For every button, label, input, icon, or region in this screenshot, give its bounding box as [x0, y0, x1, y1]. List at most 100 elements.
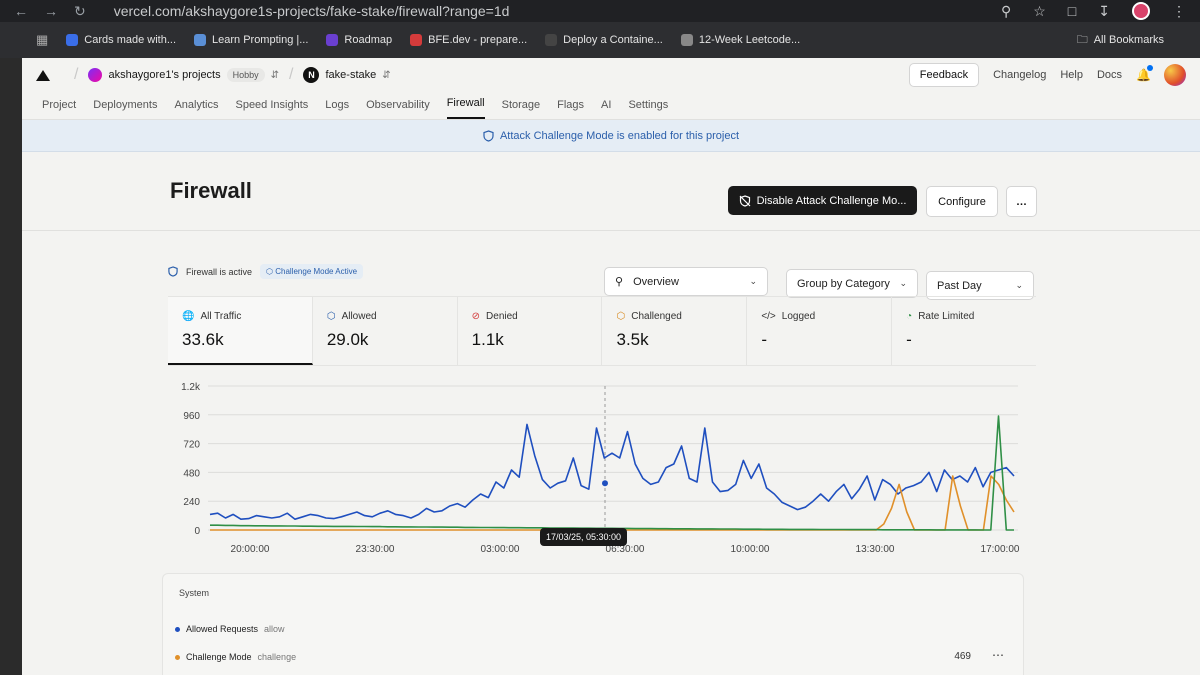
team-name[interactable]: akshaygore1's projects — [108, 69, 221, 81]
x-tick-label: 10:00:00 — [731, 544, 770, 555]
bookmark-icon — [194, 34, 206, 46]
tab-project[interactable]: Project — [42, 99, 77, 111]
shield-icon — [483, 129, 494, 142]
project-icon: N — [303, 67, 320, 83]
group-select[interactable]: Group by Category ⌄ — [786, 269, 918, 298]
series-line-1 — [210, 475, 1015, 531]
team-switcher-icon[interactable]: ⇵ — [270, 69, 280, 81]
bookmark-icon — [545, 34, 558, 46]
chevron-down-icon: ⌄ — [899, 278, 907, 288]
address-bar[interactable]: vercel.com/akshaygore1s-projects/fake-st… — [113, 3, 510, 19]
help-link[interactable]: Help — [1060, 69, 1083, 81]
y-tick-label: 960 — [183, 411, 200, 422]
x-tick-label: 13:30:00 — [856, 544, 895, 555]
tab-analytics[interactable]: Analytics — [174, 99, 219, 111]
vercel-app: / akshaygore1's projects Hobby ⇵ / N fak… — [22, 58, 1200, 675]
tab-ai[interactable]: AI — [601, 99, 612, 111]
x-tick-label: 23:30:00 — [356, 544, 395, 555]
bookmark-item[interactable]: Deploy a Containe... — [545, 34, 663, 46]
bookmark-item[interactable]: 12-Week Leetcode... — [680, 34, 800, 46]
metric-card-allowed[interactable]: ⬡ Allowed 29.0k — [313, 297, 458, 365]
chevron-down-icon: ⌄ — [749, 276, 757, 286]
metric-card-denied[interactable]: ⊘ Denied 1.1k — [458, 297, 603, 365]
traffic-chart[interactable]: 1.2k 960 720 480 240 0 20:00:00 23:30:00 03:00:0… — [168, 380, 1032, 576]
zoom-icon[interactable]: ⚲ — [1000, 2, 1012, 19]
feedback-button[interactable]: Feedback — [908, 63, 980, 87]
series-line-2 — [210, 415, 1014, 531]
tab-flags[interactable]: Flags — [557, 99, 585, 111]
metric-card-all-traffic[interactable]: 🌐 All Traffic 33.6k — [168, 297, 313, 365]
legend-item-allowed[interactable]: Allowed Requests allow — [175, 624, 285, 634]
project-name[interactable]: fake-stake — [325, 69, 377, 81]
docs-link[interactable]: Docs — [1096, 69, 1122, 81]
project-tabs: Project Deployments Analytics Speed Insi… — [22, 92, 1200, 120]
bookmark-item[interactable]: Learn Prompting |... — [194, 34, 308, 46]
profile-avatar[interactable] — [1132, 2, 1150, 20]
chart-tooltip: 17/03/25, 05:30:00 — [540, 528, 628, 546]
back-icon[interactable]: ← — [14, 3, 28, 19]
vercel-logo-icon[interactable] — [36, 69, 50, 81]
y-tick-label: 480 — [183, 468, 200, 479]
shield-off-icon — [739, 194, 751, 207]
gauge-icon: ◔ — [906, 311, 913, 322]
configure-button[interactable]: Configure — [926, 186, 998, 217]
user-avatar[interactable] — [1164, 64, 1186, 86]
bookmark-icon — [410, 34, 423, 46]
tab-settings[interactable]: Settings — [628, 99, 669, 111]
x-tick-label: 20:00:00 — [231, 544, 270, 555]
star-icon[interactable]: ☆ — [1033, 2, 1046, 19]
forward-icon[interactable]: → — [44, 3, 58, 19]
bookmark-item[interactable]: Roadmap — [326, 34, 392, 46]
view-select[interactable]: ⚲ Overview ⌄ — [604, 267, 768, 296]
shield-icon: ⬡ — [616, 311, 626, 322]
firewall-active-text: Firewall is active — [186, 266, 253, 277]
divider — [22, 230, 1200, 231]
challenge-count: 469 — [954, 651, 971, 662]
menu-icon[interactable]: ⋮ — [1172, 2, 1186, 19]
notifications-bell-icon[interactable]: 🔔 — [1136, 65, 1153, 82]
shield-off-icon: ⊘ — [471, 311, 481, 322]
y-tick-label: 720 — [183, 440, 200, 451]
metric-card-logged[interactable]: </> Logged - — [747, 297, 893, 365]
x-tick-label: 06:30:00 — [606, 544, 645, 555]
changelog-link[interactable]: Changelog — [993, 69, 1047, 81]
legend-dot — [175, 626, 180, 632]
project-switcher-icon[interactable]: ⇵ — [382, 69, 391, 81]
tab-speed-insights[interactable]: Speed Insights — [235, 99, 309, 111]
download-icon[interactable]: ↧ — [1098, 2, 1110, 19]
more-options-button[interactable]: … — [1006, 186, 1037, 217]
bookmark-item[interactable]: BFE.dev - prepare... — [410, 34, 527, 46]
all-bookmarks[interactable]: 🗀 All Bookmarks — [1077, 31, 1164, 50]
apps-icon[interactable]: ▦ — [36, 32, 49, 47]
search-icon: ⚲ — [615, 276, 624, 288]
time-range-select[interactable]: Past Day ⌄ — [926, 271, 1034, 300]
extensions-icon[interactable]: □ — [1067, 3, 1077, 19]
tab-storage[interactable]: Storage — [501, 99, 541, 111]
plan-badge: Hobby — [226, 68, 265, 82]
row-more-button[interactable]: ⋯ — [992, 648, 1005, 662]
y-tick-label: 0 — [194, 526, 200, 537]
disable-attack-challenge-button[interactable]: Disable Attack Challenge Mo... — [728, 186, 917, 215]
bookmark-item[interactable]: Cards made with... — [66, 34, 176, 46]
tab-deployments[interactable]: Deployments — [93, 99, 158, 111]
metric-card-rate-limited[interactable]: ◔ Rate Limited - — [906, 311, 975, 349]
tab-firewall[interactable]: Firewall — [446, 97, 485, 119]
chevron-down-icon: ⌄ — [1015, 280, 1023, 290]
browser-toolbar: ← → ↻ vercel.com/akshaygore1s-projects/f… — [0, 0, 1200, 22]
legend-item-challenge[interactable]: Challenge Mode challenge — [175, 652, 296, 662]
bookmark-icon — [680, 34, 693, 46]
tab-observability[interactable]: Observability — [366, 99, 430, 111]
team-avatar — [88, 68, 103, 82]
bookmark-icon — [326, 34, 339, 46]
legend-dot — [175, 654, 180, 660]
reload-icon[interactable]: ↻ — [74, 2, 86, 19]
banner-text: Attack Challenge Mode is enabled for thi… — [499, 129, 740, 142]
tab-logs[interactable]: Logs — [325, 99, 350, 111]
y-tick-label: 1.2k — [181, 382, 201, 393]
notification-dot — [1147, 65, 1153, 71]
legend-title: System — [179, 588, 210, 598]
y-tick-label: 240 — [183, 497, 200, 508]
code-icon: </> — [761, 311, 776, 322]
page-title: Firewall — [170, 178, 252, 203]
metric-card-challenged[interactable]: ⬡ Challenged 3.5k — [602, 297, 748, 365]
